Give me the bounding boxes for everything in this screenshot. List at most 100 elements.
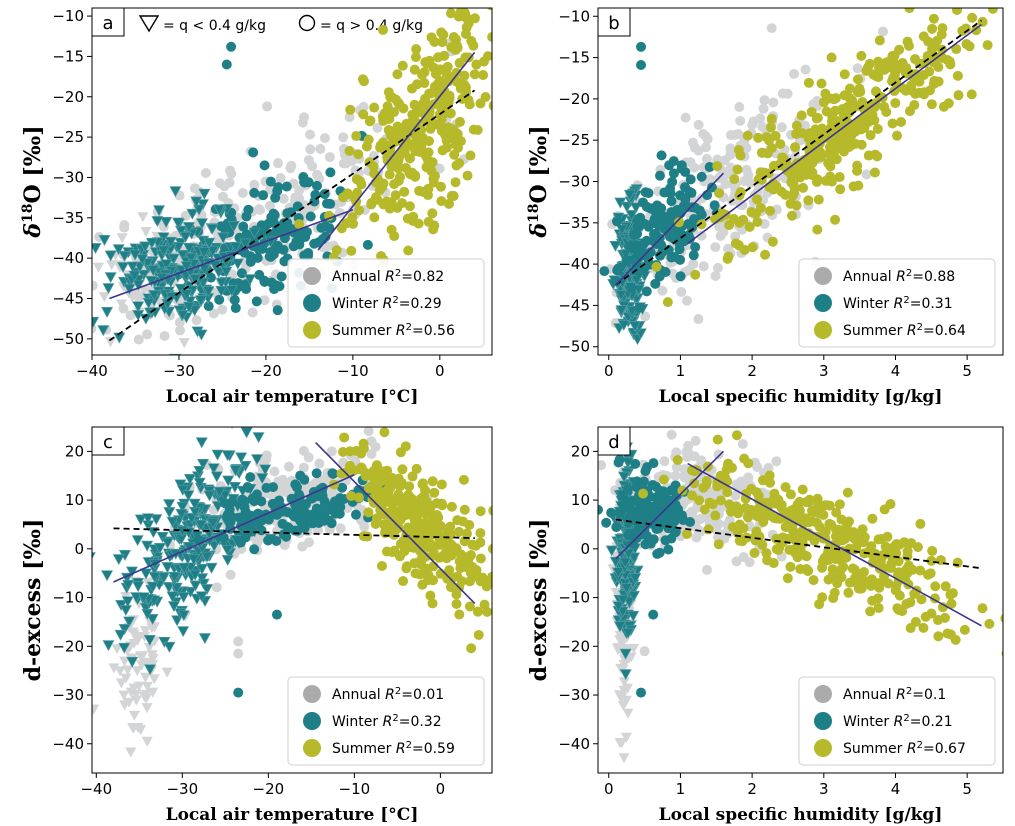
summer-point xyxy=(742,130,753,141)
summer-point xyxy=(944,56,955,67)
annual-point xyxy=(298,462,309,473)
summer-point xyxy=(447,72,458,83)
summer-point xyxy=(443,96,454,107)
annual-triangle-point xyxy=(118,690,130,701)
summer-point xyxy=(782,573,793,584)
summer-point xyxy=(842,519,853,530)
summer-point xyxy=(857,524,868,535)
summer-point xyxy=(451,599,462,610)
winter-triangle-point xyxy=(620,356,631,366)
summer-point xyxy=(928,13,939,24)
winter-triangle-point xyxy=(183,473,196,485)
annual-point xyxy=(225,569,236,580)
summer-point xyxy=(720,472,731,483)
winter-point xyxy=(272,305,283,316)
annual-triangle-point xyxy=(623,774,634,784)
panel-letter-b: b xyxy=(597,7,631,37)
summer-point xyxy=(887,552,898,563)
summer-point xyxy=(1004,645,1014,655)
summer-point xyxy=(740,502,751,513)
winter-triangle-point xyxy=(104,272,117,284)
summer-point xyxy=(677,485,688,496)
summer-point xyxy=(939,612,950,623)
summer-point xyxy=(951,8,962,15)
summer-point xyxy=(837,535,848,546)
winter-point xyxy=(259,160,270,171)
annual-point xyxy=(659,456,670,467)
winter-triangle-point xyxy=(132,581,145,593)
annual-point xyxy=(666,429,677,440)
y-tick-label: −15 xyxy=(52,47,84,65)
summer-point xyxy=(830,214,841,225)
summer-point xyxy=(813,194,824,205)
annual-point xyxy=(737,200,748,211)
annual-point xyxy=(307,161,318,172)
summer-point xyxy=(752,216,763,227)
winter-point xyxy=(679,182,690,193)
summer-point xyxy=(859,532,870,543)
summer-point xyxy=(890,98,901,109)
annual-point xyxy=(264,200,275,211)
winter-point xyxy=(281,181,292,192)
winter-point xyxy=(265,176,276,187)
winter-triangle-point xyxy=(229,241,242,253)
summer-point xyxy=(354,205,365,216)
winter-triangle-point xyxy=(126,656,139,668)
summer-point xyxy=(901,62,912,73)
summer-point xyxy=(767,236,778,247)
summer-point xyxy=(658,474,669,485)
annual-point xyxy=(639,646,650,657)
y-axis-label: δ18O [‰] xyxy=(20,125,46,238)
winter-point xyxy=(337,482,348,493)
winter-triangle-point xyxy=(221,544,234,556)
summer-point xyxy=(378,24,389,35)
summer-point xyxy=(392,123,403,134)
winter-triangle-point xyxy=(145,237,158,249)
annual-point xyxy=(698,261,709,272)
winter-point xyxy=(325,198,336,209)
winter-triangle-point xyxy=(221,555,234,567)
winter-triangle-point xyxy=(605,545,618,557)
summer-point xyxy=(844,83,855,94)
summer-point xyxy=(867,513,878,524)
winter-point xyxy=(657,211,668,222)
summer-point xyxy=(472,606,483,617)
winter-triangle-point xyxy=(612,601,625,613)
summer-point xyxy=(926,99,937,110)
summer-point xyxy=(768,160,779,171)
summer-point xyxy=(929,75,940,86)
annual-point xyxy=(693,314,704,325)
winter-triangle-point xyxy=(177,610,190,622)
annual-point xyxy=(233,636,244,647)
annual-point xyxy=(366,436,377,447)
winter-point xyxy=(258,190,269,201)
annual-triangle-point xyxy=(98,292,110,303)
summer-point xyxy=(933,631,944,642)
summer-point xyxy=(814,146,825,157)
annual-point xyxy=(191,315,202,326)
summer-point xyxy=(776,503,787,514)
annual-point xyxy=(224,177,235,188)
summer-point xyxy=(437,145,448,156)
summer-point xyxy=(841,109,852,120)
summer-point xyxy=(398,576,409,587)
winter-triangle-point xyxy=(628,552,641,564)
winter-point xyxy=(670,231,681,242)
winter-triangle-point xyxy=(102,640,115,652)
summer-point xyxy=(796,110,807,121)
summer-point xyxy=(423,216,434,227)
annual-point xyxy=(303,537,314,548)
winter-triangle-point xyxy=(122,579,135,591)
summer-point xyxy=(701,475,712,486)
winter-triangle-point xyxy=(123,616,136,628)
winter-triangle-point xyxy=(618,471,631,483)
summer-point xyxy=(768,184,779,195)
summer-point xyxy=(357,444,368,455)
annual-point xyxy=(277,474,288,485)
summer-point xyxy=(909,588,920,599)
legend-entry: Summer R2=0.64 xyxy=(843,322,966,340)
summer-point xyxy=(694,495,705,506)
annual-point xyxy=(366,448,377,459)
annual-point xyxy=(768,97,779,108)
summer-point xyxy=(342,188,353,199)
